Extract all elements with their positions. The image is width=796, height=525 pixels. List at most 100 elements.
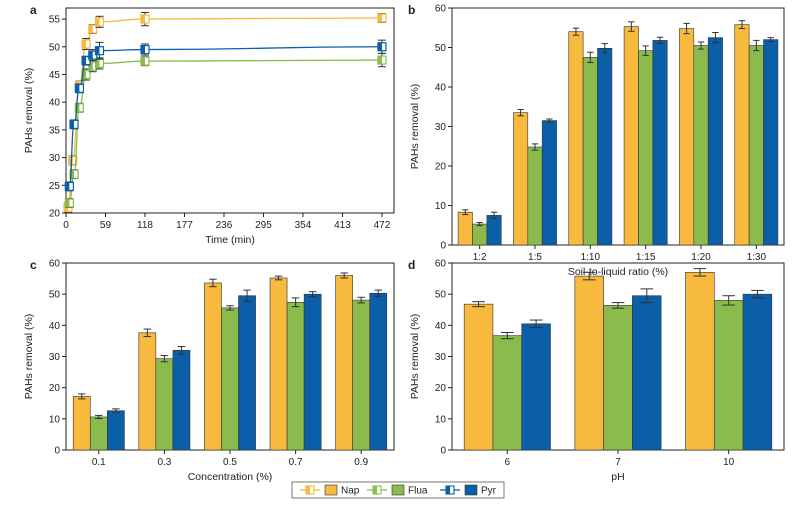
panel-b: b 0 10 20 30 40 50 60 PAHs removal (%) 1:2 1:5 1:10… [408, 3, 785, 278]
x-tick-label-d: 10 [723, 457, 735, 468]
legend-swatch-flua [391, 484, 405, 496]
bar-flua-10 [713, 300, 744, 451]
point-marker-half-pyr [75, 84, 80, 93]
bar-nap-6 [463, 303, 494, 451]
y-tick-label-c: 20 [49, 383, 61, 394]
x-tick-label-c: 0.9 [354, 457, 368, 468]
data-point-flua [74, 102, 84, 113]
panel-letter-c: c [30, 258, 37, 272]
point-marker-half-flua [95, 59, 100, 68]
y-tick-label-a: 55 [49, 15, 61, 26]
data-point-pyr [140, 43, 150, 56]
y-axis-label-a: PAHs removal (%) [23, 68, 35, 154]
x-tick-label-c: 0.7 [289, 457, 303, 468]
y-tick-label-d: 0 [440, 446, 446, 457]
x-tick-label-c: 0.3 [157, 457, 171, 468]
bar-flua-7 [603, 305, 633, 451]
legend-swatch-pyr [464, 484, 478, 496]
bar-pyr-0-1 [107, 410, 125, 451]
data-point-pyr [69, 119, 79, 130]
x-axis-label-c: Concentration (%) [188, 471, 273, 483]
x-tick-label-b: 1:2 [473, 252, 487, 263]
y-tick-label-b: 60 [435, 4, 447, 15]
point-marker-half-flua [75, 103, 80, 112]
y-tick-label-c: 10 [49, 414, 61, 425]
point-marker-half-nap [95, 17, 100, 26]
data-point-flua [64, 198, 74, 208]
bar-nap-1-10 [568, 31, 584, 246]
legend-entry-nap: Nap [300, 484, 360, 497]
data-point-pyr [64, 181, 74, 192]
bar-flua-1-10 [582, 57, 598, 246]
y-tick-label-a: 20 [49, 209, 61, 220]
y-tick-label-d: 20 [435, 383, 447, 394]
y-tick-label-a: 30 [49, 153, 61, 164]
y-tick-label-c: 60 [49, 259, 61, 270]
bar-pyr-1-5 [541, 120, 557, 246]
y-axis-label-c: PAHs removal (%) [23, 314, 35, 400]
x-tick-label-c: 0.5 [223, 457, 237, 468]
y-tick-label-a: 35 [49, 125, 61, 136]
x-tick-label-a: 0 [63, 220, 69, 231]
y-tick-label-b: 40 [435, 83, 447, 94]
bar-pyr-0-3 [172, 349, 191, 451]
y-tick-label-c: 40 [49, 321, 61, 332]
x-tick-label-a: 295 [255, 220, 272, 231]
point-marker-half-flua [377, 56, 382, 65]
bar-flua-0-5 [221, 307, 239, 451]
bar-flua-6 [492, 335, 523, 451]
point-marker-half-pyr [70, 120, 75, 129]
x-tick-label-d: 6 [505, 457, 511, 468]
x-axis-label-d: pH [611, 471, 624, 483]
plot-frame-a [65, 7, 395, 214]
bar-nap-1-5 [513, 112, 529, 246]
point-marker-half-flua [82, 70, 87, 79]
point-marker-half-flua [70, 170, 75, 179]
point-marker-half-flua [65, 199, 70, 208]
bar-pyr-1-20 [707, 37, 723, 246]
y-tick-label-a: 25 [49, 181, 61, 192]
legend-label-pyr: Pyr [481, 486, 497, 497]
bar-flua-1-30 [748, 45, 764, 246]
x-tick-label-b: 1:20 [691, 252, 711, 263]
legend-swatch-nap [324, 484, 338, 496]
point-marker-half-pyr [65, 182, 70, 191]
bar-flua-0-1 [89, 416, 108, 451]
data-point-pyr [74, 83, 84, 94]
y-tick-label-b: 50 [435, 43, 447, 54]
point-marker-half-flua [140, 57, 145, 66]
y-tick-label-c: 0 [54, 446, 60, 457]
bar-nap-1-30 [734, 24, 750, 246]
legend-label-nap: Nap [341, 486, 360, 497]
data-point-flua [377, 52, 387, 68]
bar-flua-0-9 [352, 299, 371, 451]
x-tick-label-c: 0.1 [92, 457, 106, 468]
point-marker-half-pyr [140, 45, 145, 54]
bar-flua-1-15 [638, 50, 654, 246]
panel-c: c 0 10 20 30 40 50 60 PAHs removal (%) 0.1 0.3 0.5 0… [23, 258, 395, 483]
legend-entry-flua: Flua [367, 484, 428, 497]
data-point-nap [68, 155, 78, 166]
y-tick-label-b: 0 [440, 241, 446, 252]
x-tick-label-b: 1:30 [747, 252, 767, 263]
data-point-nap [94, 15, 105, 28]
data-point-pyr [377, 39, 387, 54]
legend-marker-half-flua [373, 486, 377, 494]
point-marker-half-nap [377, 13, 382, 22]
point-marker-half-nap [140, 15, 145, 24]
bar-flua-0-3 [155, 358, 174, 451]
x-tick-label-a: 59 [100, 220, 112, 231]
bar-flua-0-7 [286, 301, 305, 451]
bar-pyr-0-7 [303, 293, 322, 451]
y-tick-label-b: 20 [435, 162, 447, 173]
panel-letter-a: a [30, 3, 37, 17]
bar-pyr-0-9 [369, 292, 388, 451]
series-line-flua [68, 59, 382, 204]
bar-flua-1-2 [472, 223, 488, 246]
x-tick-label-b: 1:15 [636, 252, 656, 263]
x-tick-label-d: 7 [615, 457, 621, 468]
panel-a: a 20 25 30 35 40 45 50 55 PAHs removal (%) 0 59 118 1… [23, 3, 395, 246]
bar-nap-1-20 [679, 28, 695, 246]
x-tick-label-a: 413 [334, 220, 351, 231]
y-tick-label-d: 50 [435, 290, 447, 301]
